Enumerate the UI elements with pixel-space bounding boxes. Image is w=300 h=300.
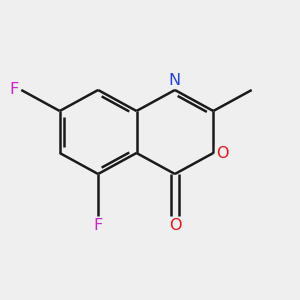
Text: F: F <box>10 82 19 98</box>
Text: O: O <box>216 146 228 160</box>
Text: N: N <box>169 73 181 88</box>
Text: F: F <box>94 218 103 233</box>
Text: O: O <box>169 218 181 233</box>
